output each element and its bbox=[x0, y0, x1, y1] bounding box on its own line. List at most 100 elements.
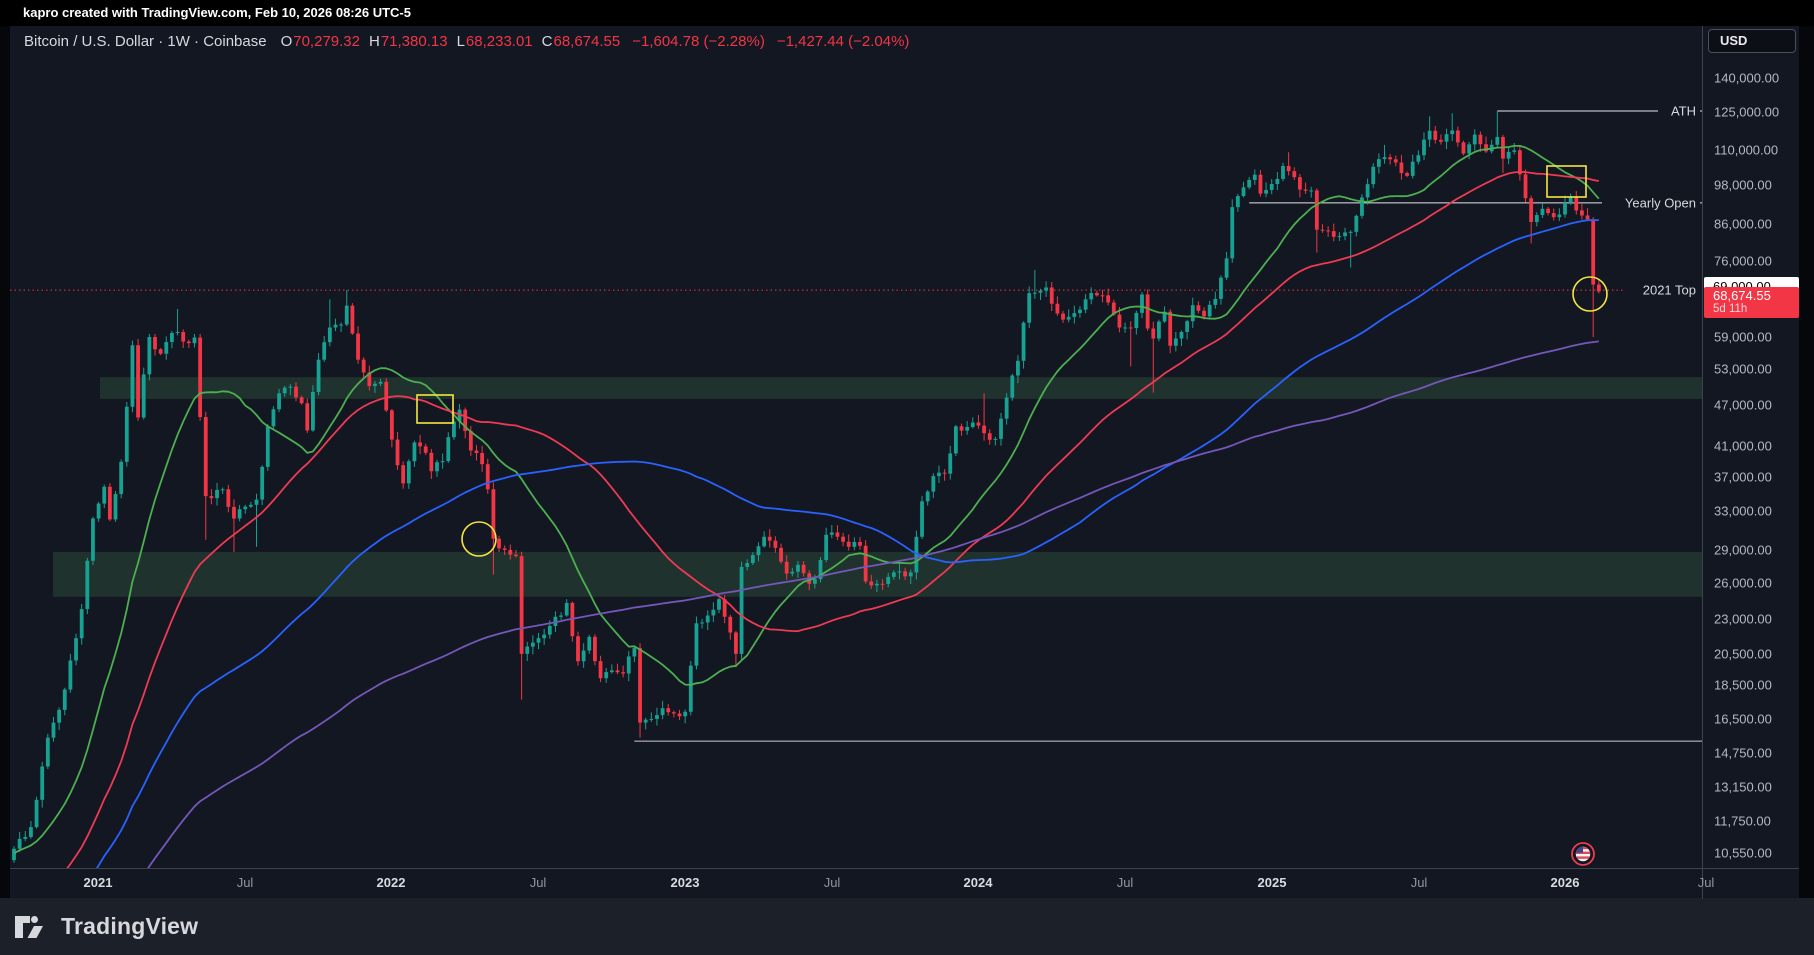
candle-body bbox=[1269, 183, 1274, 190]
candle-body bbox=[1472, 134, 1477, 145]
candle-body bbox=[970, 422, 975, 427]
candle-body bbox=[931, 476, 936, 492]
candle-body bbox=[1185, 321, 1190, 332]
candle-body bbox=[999, 418, 1003, 439]
candle-body bbox=[429, 452, 434, 472]
candle-body bbox=[395, 439, 400, 466]
bar-countdown: 5d 11h bbox=[1713, 303, 1748, 316]
candle-body bbox=[322, 342, 327, 360]
highlight-circle-annotation bbox=[1572, 276, 1608, 312]
candle-body bbox=[215, 489, 219, 499]
candle-body bbox=[1275, 178, 1280, 184]
level-label: ATH bbox=[1671, 104, 1696, 119]
candle-body bbox=[339, 324, 344, 326]
candle-body bbox=[333, 324, 338, 328]
candle-body bbox=[350, 305, 355, 334]
tradingview-logo-icon[interactable] bbox=[12, 912, 52, 942]
candle-body bbox=[1568, 197, 1573, 203]
candle-body bbox=[1405, 173, 1409, 176]
candle-body bbox=[671, 712, 676, 714]
candle-body bbox=[542, 634, 547, 639]
candle-body bbox=[1529, 198, 1534, 222]
candle-body bbox=[158, 349, 163, 354]
change-percent: −1,427.44 (−2.04%) bbox=[776, 33, 910, 50]
price-tick: 53,000.00 bbox=[1714, 361, 1772, 377]
candle-body bbox=[373, 383, 377, 387]
candle-body bbox=[1106, 295, 1111, 303]
candle-body bbox=[265, 426, 270, 467]
candle-body bbox=[1027, 293, 1032, 323]
candle-body bbox=[1461, 142, 1466, 154]
candle-body bbox=[1162, 311, 1167, 322]
candle-body bbox=[508, 549, 513, 555]
time-scale[interactable]: 2021 Jul 2022 Jul 2023 Jul 2024 Jul 2025 Jul 2026 J… bbox=[10, 868, 1799, 899]
candle-body bbox=[1055, 303, 1060, 314]
candle-body bbox=[412, 442, 417, 462]
candle-body bbox=[863, 545, 868, 582]
candle-body bbox=[745, 563, 750, 567]
price-tick: 23,000.00 bbox=[1714, 611, 1772, 627]
candle-body bbox=[1416, 155, 1421, 162]
candle-body bbox=[435, 462, 439, 472]
candle-body bbox=[829, 532, 834, 535]
candle-body bbox=[796, 564, 800, 572]
candle-body bbox=[1591, 219, 1596, 285]
time-label-year: 2022 bbox=[376, 875, 406, 890]
candle-body bbox=[288, 386, 293, 388]
price-tick: 47,000.00 bbox=[1714, 397, 1772, 413]
candle-body bbox=[485, 464, 490, 490]
candle-body bbox=[17, 838, 22, 849]
candle-body bbox=[626, 656, 631, 674]
candle-body bbox=[891, 572, 896, 577]
candle-body bbox=[316, 359, 321, 392]
candle-body bbox=[51, 722, 56, 738]
price-tick: 16,500.00 bbox=[1714, 711, 1772, 727]
price-scale[interactable]: USD 140,000.00 125,000.00 110,000.00 98,000… bbox=[1702, 26, 1799, 868]
candle-body bbox=[243, 506, 248, 510]
candle-body bbox=[1596, 284, 1601, 292]
candle-body bbox=[965, 426, 970, 431]
currency-button[interactable]: USD bbox=[1708, 29, 1796, 53]
candle-body bbox=[846, 541, 851, 547]
candle-body bbox=[779, 547, 783, 562]
candle-body bbox=[773, 540, 778, 548]
price-tick: 11,750.00 bbox=[1714, 813, 1771, 829]
candle-body bbox=[942, 472, 947, 474]
candle-body bbox=[497, 538, 501, 549]
candle-body bbox=[418, 442, 422, 447]
candle-body bbox=[1078, 309, 1082, 314]
candle-body bbox=[130, 345, 135, 407]
candle-body bbox=[519, 556, 524, 654]
candle-body bbox=[609, 670, 614, 673]
candle-body bbox=[514, 554, 518, 557]
left-margin bbox=[0, 26, 10, 898]
candle-body bbox=[248, 504, 253, 507]
candle-body bbox=[818, 559, 823, 580]
candle-body bbox=[705, 615, 710, 623]
brand-name[interactable]: TradingView bbox=[61, 913, 199, 939]
symbol-title[interactable]: Bitcoin / U.S. Dollar · 1W · Coinbase bbox=[24, 33, 267, 50]
candle-body bbox=[1540, 208, 1545, 216]
candle-body bbox=[136, 345, 140, 418]
time-label-year: 2021 bbox=[83, 875, 113, 890]
candle-body bbox=[40, 766, 45, 800]
candle-body bbox=[1072, 313, 1077, 317]
candle-body bbox=[908, 572, 913, 577]
candle-body bbox=[621, 672, 626, 674]
candle-body bbox=[147, 337, 152, 375]
candle-body bbox=[1010, 375, 1015, 398]
candle-body bbox=[452, 421, 456, 438]
candle-body bbox=[175, 331, 180, 333]
price-chart-pane[interactable]: ATH Yearly Open 2021 Top bbox=[10, 26, 1702, 868]
candle-body bbox=[1151, 328, 1156, 339]
candle-body bbox=[649, 718, 654, 720]
candle-body bbox=[1111, 302, 1116, 315]
level-label-bg bbox=[1608, 194, 1700, 211]
candle-body bbox=[559, 615, 563, 617]
candle-body bbox=[615, 670, 620, 673]
candle-body bbox=[480, 453, 485, 465]
candle-body bbox=[750, 555, 755, 564]
candle-body bbox=[440, 461, 445, 463]
candle-body bbox=[1517, 150, 1522, 175]
